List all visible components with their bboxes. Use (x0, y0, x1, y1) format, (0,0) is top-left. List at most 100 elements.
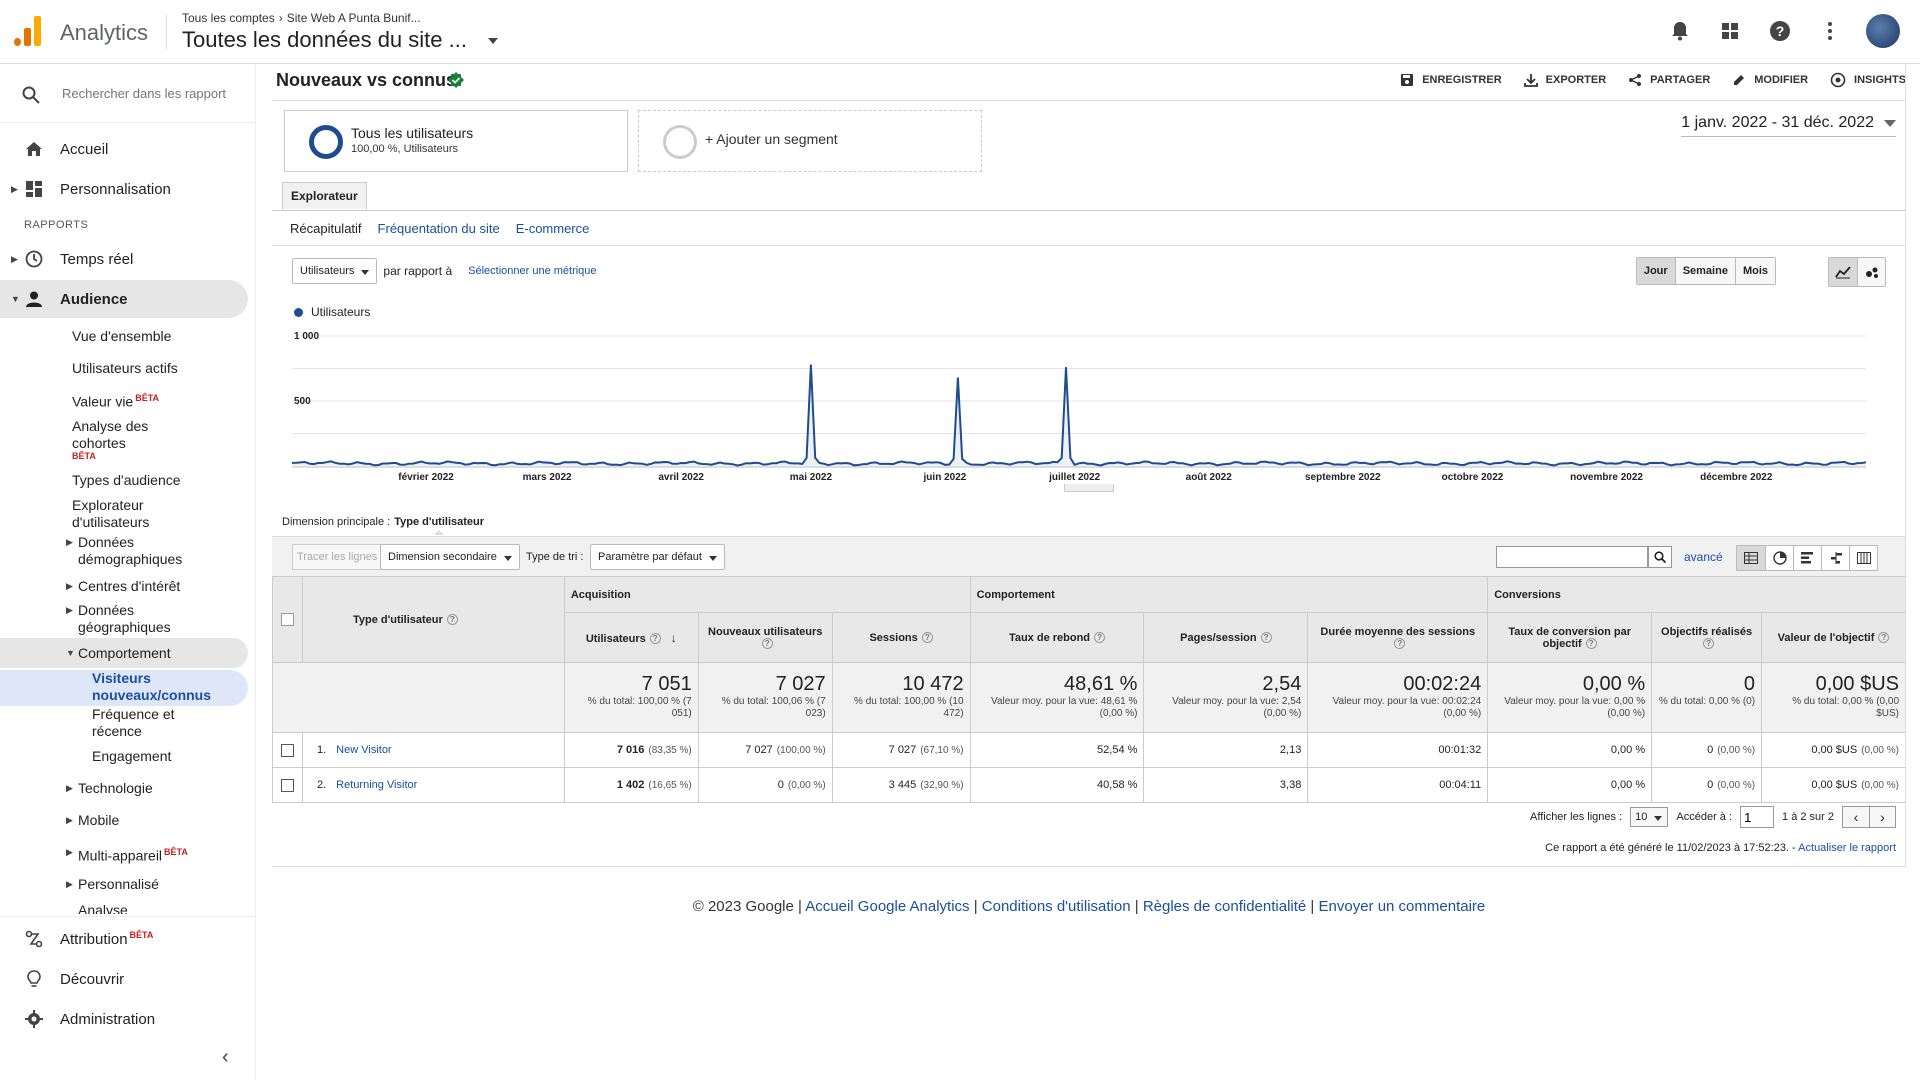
breadcrumb-property[interactable]: Site Web A Punta Bunif... (286, 11, 421, 25)
notifications-bell-icon[interactable] (1666, 17, 1694, 45)
col-pages-session[interactable]: Pages/session? (1143, 612, 1309, 663)
search-icon[interactable] (1648, 546, 1672, 568)
help-icon[interactable]: ? (1394, 638, 1406, 650)
sidebar-subitem-new-vs-returning[interactable]: Visiteurs nouveaux/connus (92, 670, 212, 703)
rows-per-page-select[interactable]: 10 (1630, 807, 1669, 827)
col-avg-duration[interactable]: Durée moyenne des sessions? (1307, 612, 1489, 663)
col-conversion-rate[interactable]: Taux de conversion par objectif? (1487, 612, 1653, 663)
view-selector[interactable]: Toutes les données du site ... (182, 27, 467, 52)
motion-chart-icon[interactable] (1857, 258, 1885, 286)
sidebar-subitem-cohort[interactable]: Analyse des cohortes BÊTA (72, 418, 182, 461)
advanced-filter-link[interactable]: avancé (1684, 550, 1723, 564)
sidebar-subitem-lifetime-value[interactable]: Valeur vie BÊTA (72, 390, 252, 411)
sort-type-dropdown[interactable]: Paramètre par défaut (590, 544, 725, 570)
share-button[interactable]: PARTAGER (1628, 72, 1710, 88)
sidebar-item-discover[interactable]: Découvrir (0, 960, 248, 998)
save-button[interactable]: ENREGISTRER (1400, 72, 1502, 88)
subtab-site-usage[interactable]: Fréquentation du site (377, 221, 500, 236)
sidebar-subitem-custom[interactable]: ▶ Personnalisé (66, 876, 159, 893)
add-segment-button[interactable]: + Ajouter un segment (638, 110, 982, 172)
select-all-checkbox[interactable] (280, 613, 294, 626)
comparison-icon[interactable] (1821, 546, 1849, 570)
sidebar-subitem-analysis[interactable]: Analyse (78, 902, 128, 914)
footer-home-link[interactable]: Accueil Google Analytics (805, 898, 970, 915)
col-goal-value[interactable]: Valeur de l'objectif? (1761, 612, 1906, 663)
bar-chart-icon[interactable] (1793, 546, 1821, 570)
sort-down-arrow-icon[interactable]: ↓ (670, 630, 677, 645)
avatar[interactable] (1866, 14, 1900, 48)
select-metric-link[interactable]: Sélectionner une métrique (468, 265, 597, 277)
breadcrumb[interactable]: Tous les comptes › Site Web A Punta Bunif.… (182, 11, 421, 25)
analytics-logo-icon[interactable] (14, 16, 42, 46)
refresh-report-link[interactable]: Actualiser le rapport (1798, 842, 1896, 854)
dimension-header[interactable]: Type d'utilisateur? (301, 576, 565, 663)
date-range-picker[interactable]: 1 janv. 2022 - 31 déc. 2022 (1681, 114, 1896, 137)
footer-feedback-link[interactable]: Envoyer un commentaire (1318, 898, 1486, 915)
period-day-button[interactable]: Jour (1636, 258, 1675, 284)
chart-resize-handle[interactable] (1064, 484, 1114, 492)
help-icon[interactable]: ? (1260, 632, 1272, 644)
sidebar-item-realtime[interactable]: ▶ Temps réel (0, 240, 248, 278)
insights-button[interactable]: INSIGHTS (1830, 72, 1906, 88)
secondary-dimension-dropdown[interactable]: Dimension secondaire (380, 544, 520, 570)
sidebar-search[interactable] (0, 78, 256, 114)
row-checkbox[interactable] (280, 743, 294, 757)
more-vert-icon[interactable] (1816, 17, 1844, 45)
col-goals[interactable]: Objectifs réalisés? (1651, 612, 1763, 663)
plot-rows-button[interactable]: Tracer les lignes (292, 544, 383, 570)
subtab-summary[interactable]: Récapitulatif (290, 221, 362, 236)
prev-page-icon[interactable]: ‹ (1843, 807, 1869, 827)
sidebar-subitem-interests[interactable]: ▶ Centres d'intérêt (66, 578, 180, 595)
period-week-button[interactable]: Semaine (1674, 258, 1735, 284)
subtab-ecommerce[interactable]: E-commerce (515, 221, 590, 236)
next-page-icon[interactable]: › (1869, 807, 1895, 827)
collapse-sidebar-icon[interactable]: ‹ (222, 1046, 229, 1068)
help-icon[interactable]: ? (1585, 638, 1597, 650)
row-dimension-link[interactable]: New Visitor (336, 744, 392, 756)
sidebar-subitem-mobile[interactable]: ▶ Mobile (66, 812, 119, 829)
breadcrumb-account[interactable]: Tous les comptes (182, 11, 275, 25)
table-view-icon[interactable] (1737, 546, 1765, 570)
sidebar-subitem-engagement[interactable]: Engagement (92, 748, 172, 764)
period-month-button[interactable]: Mois (1734, 258, 1775, 284)
sidebar-item-audience[interactable]: ▼ Audience (0, 280, 248, 318)
sidebar-subitem-multi-device[interactable]: ▶ Multi-appareil BÊTA (66, 844, 188, 865)
col-new-users[interactable]: Nouveaux utilisateurs? (697, 612, 833, 663)
col-bounce-rate[interactable]: Taux de rebond? (969, 612, 1145, 663)
help-icon[interactable]: ? (1766, 17, 1794, 45)
row-checkbox[interactable] (280, 778, 294, 792)
sidebar-subitem-technology[interactable]: ▶ Technologie (66, 780, 153, 797)
sidebar-subitem-audience-types[interactable]: Types d'audience (72, 472, 181, 488)
help-icon[interactable]: ? (1878, 632, 1890, 644)
sidebar-item-admin[interactable]: Administration (0, 1000, 248, 1038)
help-icon[interactable]: ? (761, 638, 773, 650)
goto-input[interactable] (1740, 806, 1775, 828)
segment-all-users[interactable]: Tous les utilisateurs 100,00 %, Utilisat… (284, 110, 628, 172)
help-icon[interactable]: ? (649, 633, 661, 645)
col-users[interactable]: Utilisateurs? ↓ (563, 612, 699, 663)
export-button[interactable]: EXPORTER (1523, 72, 1606, 88)
pivot-icon[interactable] (1849, 546, 1877, 570)
chevron-down-icon[interactable] (488, 38, 498, 44)
sidebar-subitem-active-users[interactable]: Utilisateurs actifs (72, 360, 178, 376)
sidebar-search-input[interactable] (62, 86, 242, 101)
help-icon[interactable]: ? (446, 614, 458, 626)
footer-terms-link[interactable]: Conditions d'utilisation (981, 898, 1131, 915)
sidebar-subitem-behavior[interactable]: ▼ Comportement (66, 645, 171, 662)
sidebar-item-home[interactable]: Accueil (0, 130, 248, 168)
edit-button[interactable]: MODIFIER (1732, 72, 1808, 88)
apps-grid-icon[interactable] (1716, 17, 1744, 45)
metric-dropdown[interactable]: Utilisateurs (292, 258, 378, 284)
row-dimension-link[interactable]: Returning Visitor (336, 779, 418, 791)
primary-dimension-value[interactable]: Type d'utilisateur (394, 516, 485, 528)
line-chart-icon[interactable] (1829, 258, 1857, 286)
sidebar-subitem-frequency[interactable]: Fréquence et récence (92, 706, 175, 739)
sidebar-item-attribution[interactable]: Attribution BÊTA (0, 920, 248, 958)
sidebar-subitem-user-explorer[interactable]: Explorateur d'utilisateurs (72, 497, 150, 530)
table-search-input[interactable] (1496, 546, 1648, 568)
sidebar-subitem-demographics[interactable]: ▶ Données démographiques (66, 534, 218, 568)
sidebar-subitem-geo[interactable]: ▶ Données géographiques (66, 602, 198, 636)
footer-privacy-link[interactable]: Règles de confidentialité (1142, 898, 1307, 915)
pie-chart-icon[interactable] (1765, 546, 1793, 570)
help-icon[interactable]: ? (1094, 632, 1106, 644)
